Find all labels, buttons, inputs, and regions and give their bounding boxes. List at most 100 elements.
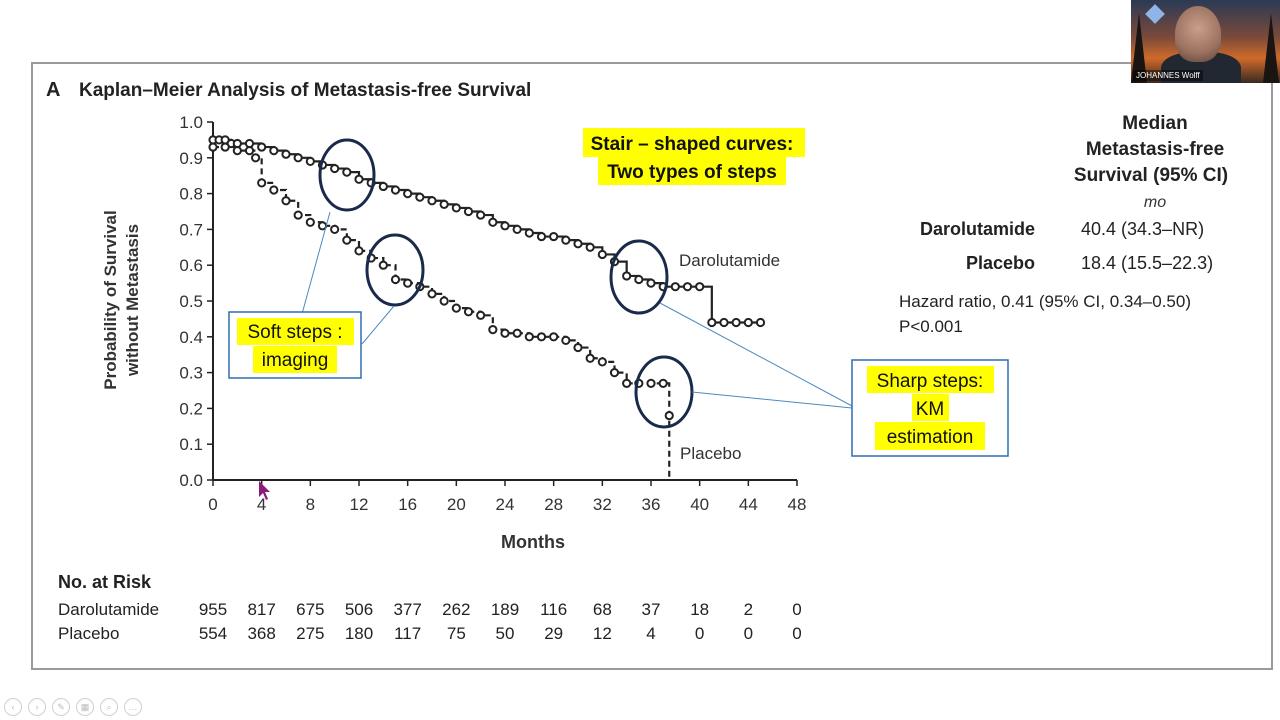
- censor-mark-placebo: [305, 217, 315, 227]
- presentation-toolbar: ‹ › ✎ ▦ ⌕ …: [4, 698, 142, 716]
- censor-mark-darolutamide: [390, 185, 401, 195]
- at-risk-value: 116: [540, 600, 567, 619]
- censor-mark-darolutamide: [439, 199, 449, 209]
- censor-mark-placebo: [585, 353, 595, 363]
- webcam-overlay: JOHANNES Wolff: [1131, 0, 1280, 83]
- censor-mark-placebo: [257, 178, 267, 188]
- censor-mark-placebo: [293, 210, 303, 220]
- at-risk-value: 18: [690, 600, 709, 619]
- pen-icon[interactable]: ✎: [52, 698, 70, 716]
- slides-grid-icon[interactable]: ▦: [76, 698, 94, 716]
- webcam-person-head: [1175, 6, 1221, 62]
- sharp-step-ellipse-2: [634, 355, 694, 429]
- at-risk-value: 377: [393, 600, 421, 619]
- legend-row-value-darolutamide: 40.4 (34.3–NR): [1081, 219, 1204, 239]
- censor-mark-darolutamide: [293, 153, 303, 163]
- x-tick-label: 16: [398, 495, 417, 514]
- x-tick-label: 32: [593, 495, 612, 514]
- frame-border-right: [1271, 62, 1273, 670]
- legend-header-1: Median: [1122, 113, 1187, 134]
- censor-mark-placebo: [250, 153, 261, 163]
- x-tick-label: 0: [208, 495, 217, 514]
- p-value: P<0.001: [899, 317, 963, 336]
- next-slide-icon[interactable]: ›: [28, 698, 46, 716]
- axes: 0 4 8 12 16 20 24 28 32 36 40 44 480.00.10.20.30.40.…: [179, 113, 806, 514]
- soft-steps-line1: Soft steps :: [247, 322, 342, 343]
- censor-mark-placebo: [664, 410, 674, 421]
- censor-mark-darolutamide: [500, 221, 510, 231]
- censor-mark-darolutamide: [634, 274, 644, 285]
- censor-mark-darolutamide: [427, 196, 437, 206]
- at-risk-value: 554: [199, 624, 227, 643]
- prev-slide-icon[interactable]: ‹: [4, 698, 22, 716]
- censor-mark-darolutamide: [244, 138, 255, 149]
- at-risk-value: 368: [247, 624, 275, 643]
- x-tick-label: 20: [447, 495, 466, 514]
- panel-label: A: [46, 79, 60, 101]
- censor-mark-placebo: [220, 142, 230, 152]
- mouse-cursor-icon: [259, 481, 270, 500]
- censor-mark-placebo: [451, 303, 461, 313]
- censor-mark-placebo: [561, 335, 571, 345]
- x-tick-label: 48: [788, 495, 807, 514]
- legend-unit: mo: [1144, 194, 1166, 211]
- censor-mark-placebo: [330, 224, 340, 234]
- censor-mark-darolutamide: [682, 282, 693, 292]
- censor-mark-placebo: [476, 310, 486, 320]
- webcam-tree-right: [1263, 13, 1279, 83]
- censor-mark-darolutamide: [451, 203, 461, 213]
- censor-mark-placebo: [597, 357, 607, 367]
- callout-line-sharp-1: [659, 302, 853, 407]
- at-risk-row-name-placebo: Placebo: [58, 624, 119, 643]
- at-risk-value: 12: [593, 624, 612, 643]
- censor-mark-placebo: [281, 196, 291, 206]
- y-tick-label: 0.7: [179, 220, 203, 239]
- app-badge-icon: [1145, 4, 1165, 24]
- censor-mark-placebo: [536, 332, 547, 342]
- y-tick-label: 0.1: [179, 435, 203, 454]
- censor-mark-darolutamide: [707, 317, 717, 328]
- censor-mark-placebo: [269, 185, 279, 195]
- censor-mark-placebo: [244, 146, 255, 156]
- censor-mark-darolutamide: [269, 146, 279, 156]
- censor-mark-darolutamide: [670, 282, 680, 292]
- y-tick-label: 0.3: [179, 364, 203, 383]
- x-tick-label: 28: [544, 495, 563, 514]
- censor-mark-placebo: [378, 260, 388, 270]
- soft-step-ellipse-1: [318, 138, 376, 212]
- sharp-steps-highlight-3: [875, 422, 985, 450]
- zoom-icon[interactable]: ⌕: [100, 698, 118, 716]
- y-tick-label: 1.0: [179, 113, 203, 132]
- y-axis-label-line1: Probability of Survival: [101, 210, 120, 390]
- sharp-steps-line1: Sharp steps:: [877, 371, 984, 392]
- censor-mark-placebo: [390, 274, 401, 285]
- at-risk-title: No. at Risk: [58, 572, 152, 592]
- at-risk-value: 50: [496, 624, 515, 643]
- at-risk-value: 955: [199, 600, 227, 619]
- hazard-ratio: Hazard ratio, 0.41 (95% CI, 0.34–0.50): [899, 292, 1191, 311]
- x-tick-label: 4: [257, 495, 266, 514]
- at-risk-values: 955 817 675 506 377 262 189 116 68 37 18 2 0 554 368 27…: [199, 600, 802, 643]
- y-tick-label: 0.0: [179, 471, 203, 490]
- more-icon[interactable]: …: [124, 698, 142, 716]
- frame-border-top: [31, 62, 1273, 64]
- legend-header-2: Metastasis-free: [1086, 139, 1224, 160]
- x-tick-label: 12: [350, 495, 369, 514]
- censor-mark-darolutamide: [281, 149, 291, 159]
- at-risk-value: 29: [544, 624, 563, 643]
- x-tick-label: 36: [642, 495, 661, 514]
- sharp-steps-line3: estimation: [887, 427, 974, 448]
- at-risk-value: 506: [345, 600, 373, 619]
- censor-mark-placebo: [622, 378, 632, 388]
- censor-mark-darolutamide: [524, 228, 534, 238]
- x-tick-label: 40: [690, 495, 709, 514]
- y-axis-label-line2: without Metastasis: [123, 224, 142, 377]
- censor-mark-darolutamide: [585, 242, 595, 252]
- censor-mark-placebo: [512, 328, 522, 338]
- censor-mark-placebo: [488, 325, 498, 335]
- sharp-steps-highlight-1: [867, 366, 994, 393]
- at-risk-value: 37: [642, 600, 661, 619]
- legend-row-name-darolutamide: Darolutamide: [920, 219, 1035, 239]
- censor-mark-darolutamide: [512, 224, 522, 234]
